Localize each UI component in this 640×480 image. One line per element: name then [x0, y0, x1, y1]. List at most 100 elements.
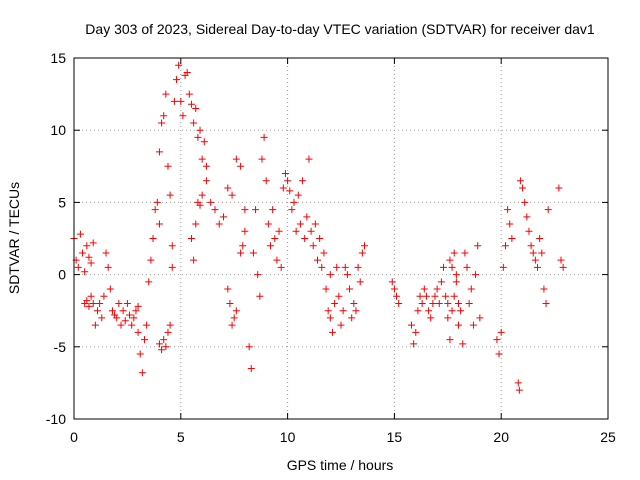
- data-point: [348, 314, 356, 322]
- data-point: [106, 285, 114, 293]
- data-point: [299, 177, 307, 185]
- data-point: [448, 307, 456, 315]
- data-point: [290, 198, 298, 206]
- y-tick-label: -10: [46, 411, 66, 427]
- data-point: [224, 285, 232, 293]
- data-point: [452, 278, 460, 286]
- data-point: [461, 249, 469, 257]
- data-point: [126, 311, 134, 319]
- data-point: [249, 249, 257, 257]
- data-point: [331, 299, 339, 307]
- data-point: [450, 249, 458, 257]
- data-point: [501, 242, 509, 250]
- data-point: [354, 263, 362, 271]
- data-point: [288, 206, 296, 214]
- data-point: [519, 184, 527, 192]
- data-point: [220, 213, 228, 221]
- data-point: [301, 235, 309, 242]
- data-point: [232, 307, 240, 315]
- data-point: [252, 206, 260, 214]
- data-point: [147, 256, 155, 264]
- data-point: [279, 184, 287, 192]
- data-point: [472, 271, 480, 279]
- grid-lines: [74, 58, 608, 419]
- data-point: [149, 235, 157, 242]
- data-point: [140, 336, 148, 344]
- data-point: [544, 206, 552, 214]
- data-point: [531, 256, 539, 264]
- data-point: [145, 278, 153, 286]
- data-point: [166, 191, 174, 199]
- x-tick-label: 20: [493, 429, 509, 445]
- data-point: [228, 191, 236, 199]
- data-point: [316, 235, 324, 242]
- data-point: [237, 249, 245, 257]
- x-axis-label: GPS time / hours: [287, 457, 394, 473]
- data-point: [420, 285, 428, 293]
- data-point: [314, 256, 322, 264]
- data-point: [85, 253, 93, 261]
- data-point: [185, 90, 193, 98]
- x-tick-label: 5: [177, 429, 185, 445]
- data-point: [267, 242, 275, 250]
- data-point: [508, 235, 516, 242]
- data-point: [454, 321, 462, 329]
- data-point: [130, 314, 138, 322]
- data-point: [115, 299, 123, 307]
- data-point: [521, 198, 529, 206]
- x-tick-label: 0: [70, 429, 78, 445]
- data-point: [239, 242, 247, 250]
- y-tick-label: 5: [58, 194, 66, 210]
- data-point: [437, 278, 445, 286]
- axis-ticks: 0 5 10 15 20 25 -10 -5 0 5 10 15: [46, 50, 616, 445]
- y-axis-label: SDTVAR / TECUs: [6, 182, 22, 294]
- data-point: [305, 155, 313, 163]
- data-point: [168, 242, 176, 250]
- data-point: [230, 314, 238, 322]
- data-point: [162, 343, 170, 351]
- data-point: [256, 292, 264, 300]
- data-point: [196, 126, 204, 134]
- data-points: [70, 61, 567, 394]
- data-point: [393, 292, 401, 300]
- data-point: [74, 263, 82, 271]
- x-tick-label: 10: [280, 429, 296, 445]
- y-tick-label: 15: [50, 50, 66, 66]
- data-point: [271, 235, 279, 242]
- data-point: [309, 242, 317, 250]
- data-point: [119, 307, 127, 315]
- data-point: [113, 314, 121, 322]
- data-point: [136, 350, 144, 358]
- data-point: [237, 162, 245, 170]
- data-point: [337, 321, 345, 329]
- data-point: [534, 263, 542, 271]
- data-point: [446, 256, 454, 264]
- data-point: [429, 299, 437, 307]
- data-point: [198, 191, 206, 199]
- data-point: [245, 343, 253, 351]
- data-point: [358, 249, 366, 257]
- data-point: [190, 119, 198, 127]
- data-point: [121, 317, 129, 325]
- data-point: [296, 220, 304, 228]
- data-point: [446, 336, 454, 344]
- data-point: [187, 235, 195, 242]
- data-point: [264, 220, 272, 228]
- data-point: [356, 278, 364, 286]
- data-point: [540, 285, 548, 293]
- data-point: [499, 263, 507, 271]
- data-point: [155, 340, 163, 348]
- data-point: [128, 321, 136, 329]
- data-point: [467, 285, 475, 293]
- data-point: [277, 263, 285, 271]
- data-point: [196, 201, 204, 209]
- data-point: [132, 307, 140, 315]
- data-point: [326, 314, 334, 322]
- data-point: [516, 177, 524, 185]
- data-point: [414, 307, 422, 315]
- data-point: [303, 213, 311, 221]
- data-point: [85, 302, 93, 310]
- data-point: [134, 328, 142, 336]
- data-point: [322, 285, 330, 293]
- data-point: [326, 271, 334, 279]
